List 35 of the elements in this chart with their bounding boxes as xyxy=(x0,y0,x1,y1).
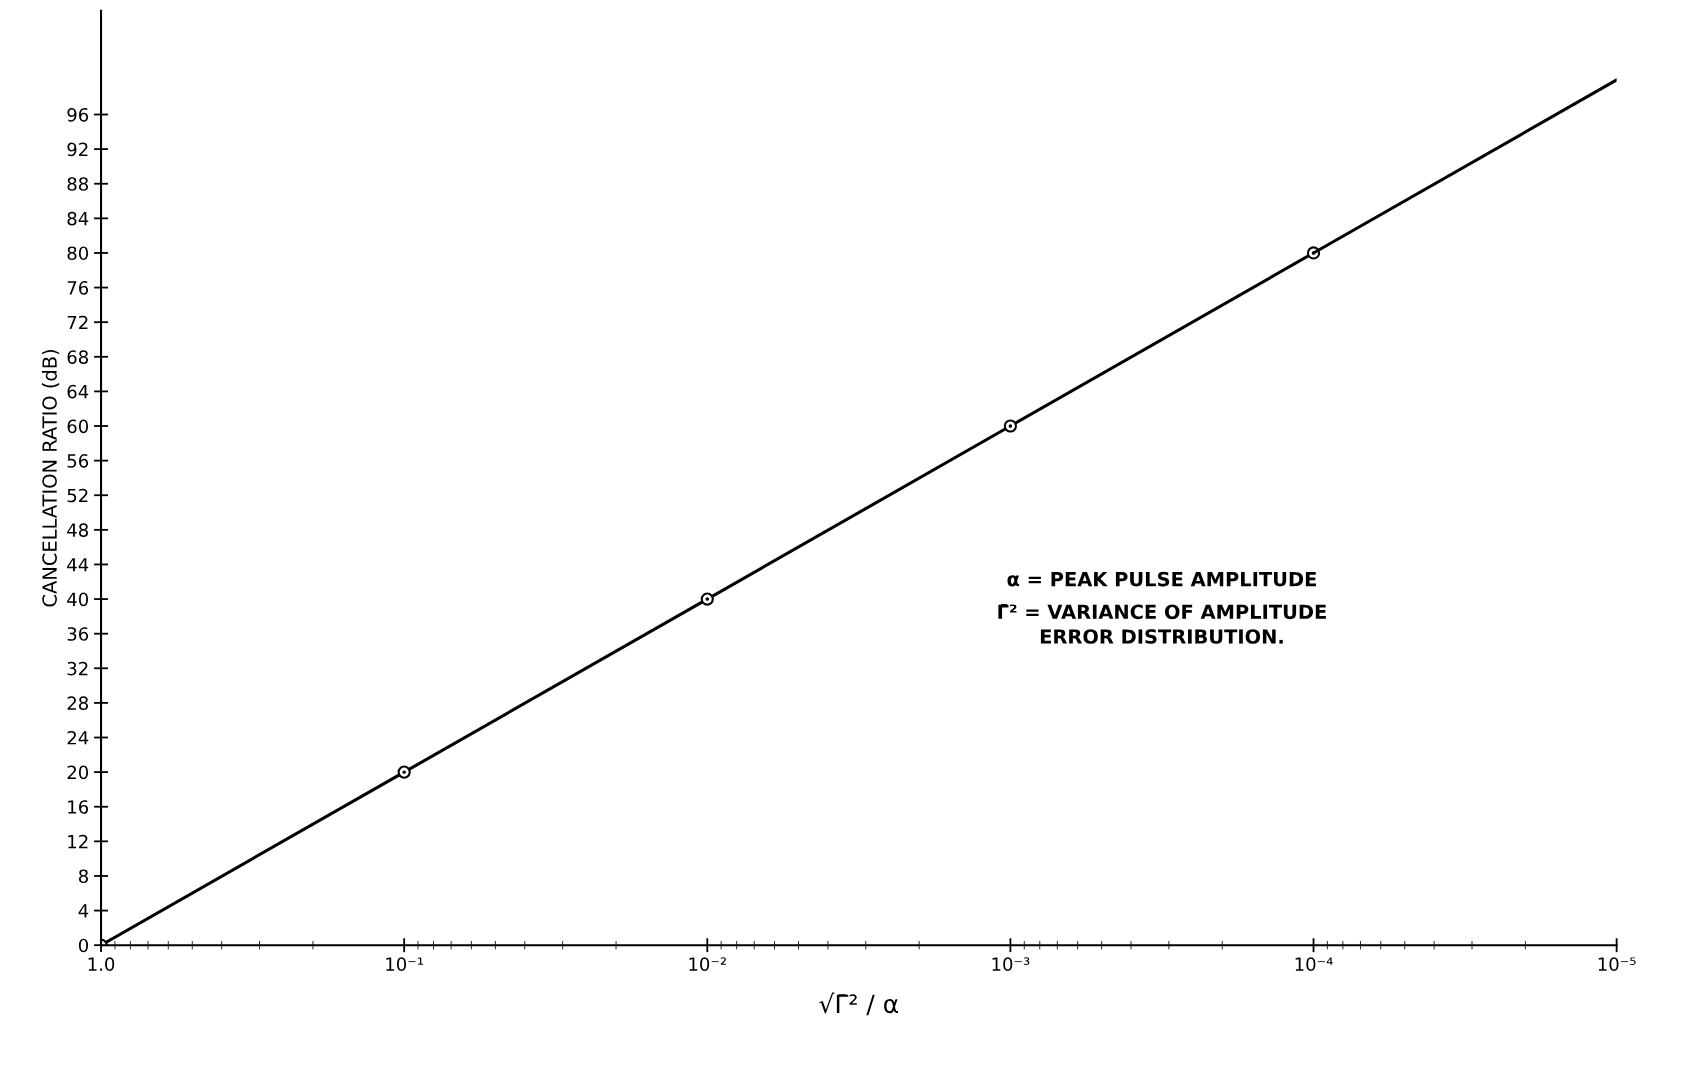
x-axis-title: √Γ̄² / α xyxy=(819,992,898,1016)
y-tick-label: 32 xyxy=(67,661,88,676)
y-tick-label: 60 xyxy=(67,419,89,434)
y-axis-title: CANCELLATION RATIO (dB) xyxy=(41,349,60,607)
x-tick-label: 10⁻³ xyxy=(992,957,1030,971)
y-tick-label: 88 xyxy=(67,177,88,191)
y-tick-label: 28 xyxy=(67,696,88,711)
y-tick-label: 36 xyxy=(67,627,89,641)
y-tick-label: 84 xyxy=(67,211,89,226)
y-tick-label: 68 xyxy=(67,350,88,364)
y-tick-label: 48 xyxy=(67,523,88,537)
x-tick-label: 10⁻¹ xyxy=(386,957,424,971)
y-tick-label: 96 xyxy=(67,107,89,122)
x-tick-label: 10⁻⁴ xyxy=(1295,957,1333,971)
y-tick-label: 8 xyxy=(78,869,88,884)
y-tick-label: 4 xyxy=(78,904,89,918)
y-tick-label: 16 xyxy=(68,800,89,814)
y-tick-label: 0 xyxy=(78,938,89,953)
y-tick-label: 56 xyxy=(67,454,89,468)
x-tick-label: 10⁻⁵ xyxy=(1598,957,1636,971)
y-tick-label: 64 xyxy=(67,384,89,399)
y-tick-label: 76 xyxy=(67,281,89,295)
y-tick-label: 80 xyxy=(67,246,89,261)
annotation: α = PEAK PULSE AMPLITUDE xyxy=(1007,571,1316,587)
y-tick-label: 40 xyxy=(67,592,89,607)
x-tick-label: 1.0 xyxy=(88,957,115,971)
x-tick-label: 10⁻² xyxy=(689,957,727,971)
y-tick-label: 44 xyxy=(67,558,89,572)
y-tick-label: 72 xyxy=(67,315,88,330)
annotation: Γ̄² = VARIANCE OF AMPLITUDE ERROR DISTRIBUTION. xyxy=(998,604,1326,644)
y-tick-label: 24 xyxy=(67,730,89,745)
y-tick-label: 52 xyxy=(67,488,88,503)
y-tick-label: 92 xyxy=(67,142,88,157)
y-tick-label: 12 xyxy=(68,834,88,849)
y-tick-label: 20 xyxy=(67,765,89,780)
